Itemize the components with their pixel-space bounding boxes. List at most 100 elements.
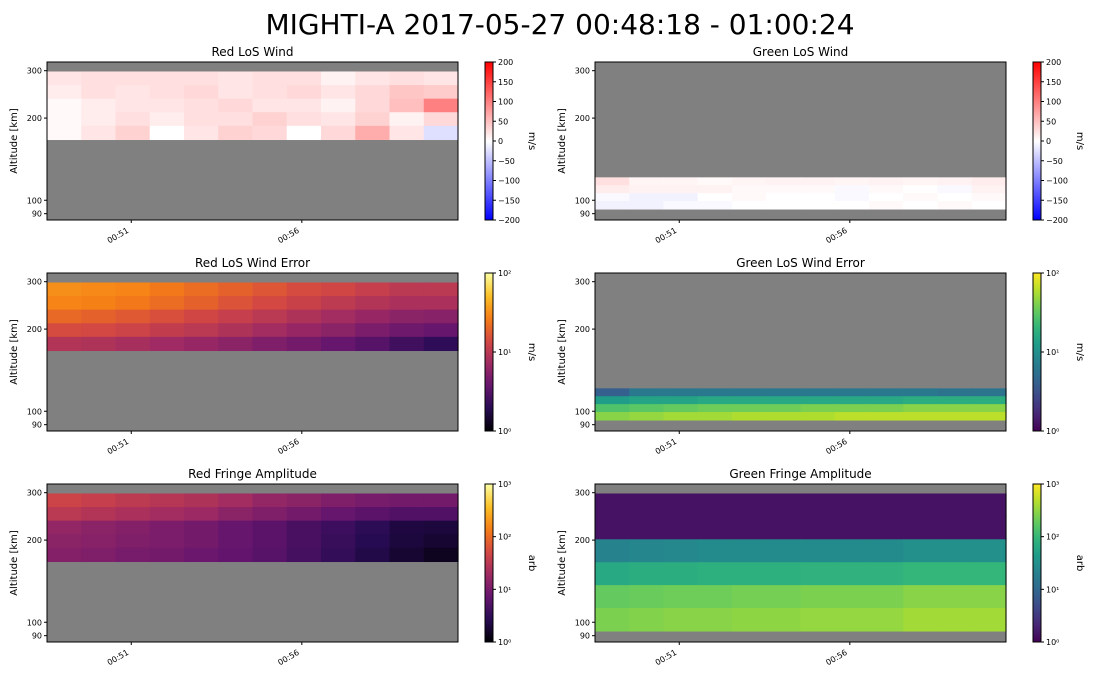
heat-cell bbox=[355, 336, 391, 352]
heat-cell bbox=[252, 71, 288, 86]
heat-cell bbox=[389, 309, 425, 324]
heat-cell bbox=[355, 71, 391, 86]
heat-cell bbox=[184, 98, 219, 113]
heat-cell bbox=[47, 296, 82, 311]
axes-frame bbox=[46, 61, 459, 221]
heat-cell bbox=[252, 534, 288, 549]
heat-cell bbox=[595, 201, 630, 210]
y-tick-label: 90 bbox=[580, 421, 590, 430]
heat-cell bbox=[629, 516, 665, 540]
heat-cell bbox=[423, 125, 459, 141]
heat-cell bbox=[869, 516, 904, 540]
heat-cell bbox=[321, 323, 356, 338]
y-tick-label: 100 bbox=[27, 196, 42, 205]
colorbar-tick-label: 10⁰ bbox=[1046, 638, 1059, 647]
heat-cell bbox=[389, 85, 425, 100]
heat-cell bbox=[800, 177, 836, 186]
heat-cell bbox=[115, 282, 151, 297]
panel-5: Red Fringe Amplitude 300 200 100 90 Altitude … bbox=[9, 467, 537, 667]
panel-6: Green Fringe Amplitude 300 200 100 90 Altitud… bbox=[557, 467, 1085, 667]
heat-cell bbox=[423, 520, 459, 535]
y-tick-label: 90 bbox=[32, 421, 42, 430]
heat-cell bbox=[800, 539, 836, 563]
heat-cell bbox=[629, 177, 665, 186]
heat-cell bbox=[423, 309, 459, 324]
heat-cell bbox=[937, 396, 973, 405]
heat-cell bbox=[971, 539, 1007, 563]
heat-cell bbox=[971, 516, 1007, 540]
colorbar-tick-label: 0 bbox=[498, 137, 503, 146]
heat-cell bbox=[971, 412, 1007, 421]
heat-cell bbox=[800, 412, 836, 421]
heat-cell bbox=[423, 507, 459, 522]
heat-cell bbox=[732, 396, 767, 405]
heat-cell bbox=[732, 493, 767, 517]
y-tick-label: 200 bbox=[27, 114, 42, 123]
heat-cell bbox=[355, 309, 391, 324]
colorbar-label: m/s bbox=[526, 132, 537, 150]
heat-cell bbox=[321, 493, 356, 508]
heat-cell bbox=[321, 336, 356, 352]
heat-cell bbox=[286, 534, 322, 549]
heat-cell bbox=[732, 404, 767, 413]
heat-cell bbox=[218, 520, 254, 535]
heat-cell bbox=[286, 493, 322, 508]
x-tick-label: 00:56 bbox=[276, 648, 300, 667]
y-tick-label: 200 bbox=[27, 536, 42, 545]
panel-title: Red Fringe Amplitude bbox=[188, 467, 317, 481]
heat-cell bbox=[937, 493, 973, 517]
heat-cell bbox=[937, 412, 973, 421]
heat-cell bbox=[697, 193, 733, 202]
heat-cell bbox=[218, 296, 254, 311]
colorbar-tick-label: 50 bbox=[1046, 117, 1056, 126]
heat-cell bbox=[869, 185, 904, 194]
heat-cell bbox=[800, 608, 836, 632]
panel-4: Green LoS Wind Error 300 200 100 90 Altitude … bbox=[557, 256, 1085, 456]
heat-cell bbox=[423, 71, 459, 86]
heat-cell bbox=[115, 296, 151, 311]
heat-cell bbox=[629, 562, 665, 586]
heat-cell bbox=[937, 185, 973, 194]
heat-cell bbox=[732, 412, 767, 421]
heat-cell bbox=[697, 539, 733, 563]
panel-title: Red LoS Wind Error bbox=[195, 256, 310, 270]
heat-cell bbox=[937, 193, 973, 202]
heat-cell bbox=[800, 388, 836, 397]
heat-cell bbox=[629, 201, 665, 210]
heat-cell bbox=[595, 404, 630, 413]
heat-cell bbox=[149, 507, 185, 522]
colorbar-frame bbox=[1032, 483, 1042, 643]
heat-cell bbox=[903, 608, 939, 632]
heat-cell bbox=[937, 539, 973, 563]
colorbar-tick-label: 10⁰ bbox=[1046, 427, 1059, 436]
heat-cell bbox=[81, 125, 117, 141]
heat-cell bbox=[937, 516, 973, 540]
heat-cell bbox=[663, 396, 699, 405]
heat-cell bbox=[218, 493, 254, 508]
heat-cell bbox=[629, 404, 665, 413]
heat-cell bbox=[149, 71, 185, 86]
heat-cell bbox=[389, 547, 425, 563]
heat-cell bbox=[903, 404, 939, 413]
y-tick-label: 100 bbox=[27, 407, 42, 416]
colorbar bbox=[485, 62, 493, 220]
heat-cell bbox=[218, 507, 254, 522]
colorbar bbox=[1033, 62, 1041, 220]
heat-cell bbox=[321, 112, 356, 127]
y-axis-label: Altitude [km] bbox=[9, 108, 20, 174]
colorbar bbox=[1033, 273, 1041, 431]
heat-cell bbox=[595, 412, 630, 421]
heat-cell bbox=[252, 323, 288, 338]
colorbar-tick-label: −150 bbox=[1046, 196, 1068, 205]
heat-cell bbox=[81, 534, 117, 549]
heat-cell bbox=[834, 193, 870, 202]
heat-cell bbox=[389, 534, 425, 549]
heat-cell bbox=[389, 520, 425, 535]
heat-cell bbox=[869, 562, 904, 586]
heat-cell bbox=[629, 396, 665, 405]
heat-cell bbox=[732, 562, 767, 586]
heat-cell bbox=[286, 547, 322, 563]
heat-cell bbox=[389, 282, 425, 297]
heat-cell bbox=[321, 125, 356, 141]
colorbar-label: m/s bbox=[526, 343, 537, 361]
